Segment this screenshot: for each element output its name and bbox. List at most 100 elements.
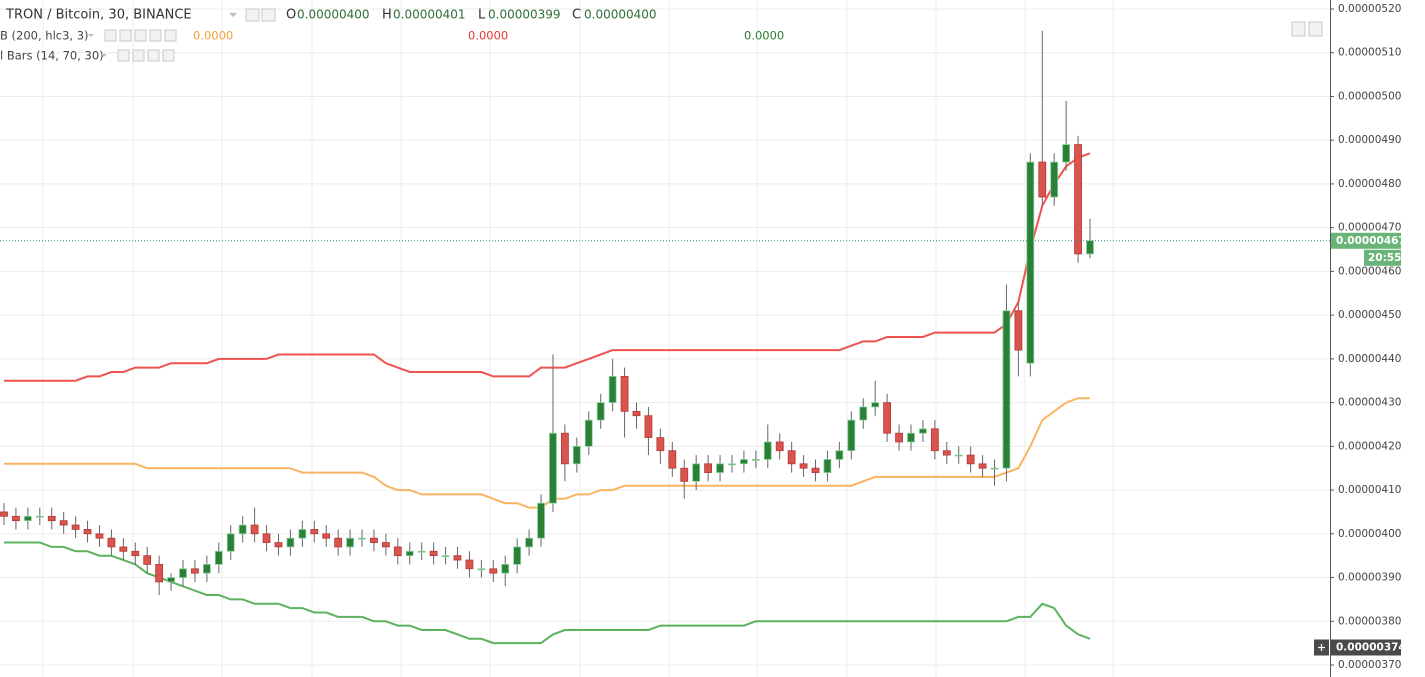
candle-body <box>859 406 868 421</box>
symbol-title: TRON / Bitcoin, 30, BINANCE <box>5 8 192 23</box>
candle-body <box>238 524 247 535</box>
indicator-value: 0.0000 <box>744 29 784 43</box>
header: TRON / Bitcoin, 30, BINANCE O 0.00000400… <box>0 8 1323 63</box>
y-tick-label: 0.00000450 <box>1338 309 1401 321</box>
indicator-icon[interactable] <box>104 29 117 42</box>
y-tick-label: 0.00000480 <box>1338 178 1401 190</box>
candle-body <box>978 463 987 469</box>
candle-body <box>226 533 235 552</box>
candle-body <box>83 529 92 535</box>
dropdown-icon[interactable] <box>101 54 107 57</box>
candle-body <box>608 375 617 403</box>
last-price-box <box>1331 232 1401 249</box>
candle-body <box>596 402 605 421</box>
dropdown-icon[interactable] <box>88 34 94 37</box>
y-tick-label: 0.00000380 <box>1338 615 1401 627</box>
indicator-icon[interactable] <box>162 49 175 62</box>
ohlc-label: O <box>286 8 296 23</box>
candle-body <box>835 450 844 460</box>
candle-body <box>668 450 677 469</box>
candle-body <box>823 459 832 473</box>
candle-body <box>1026 161 1035 364</box>
candle-body <box>489 568 498 574</box>
y-tick-label: 0.00000460 <box>1338 265 1401 277</box>
candle-body <box>799 463 808 469</box>
candle-body <box>525 537 533 548</box>
y-tick-label: 0.00000510 <box>1338 47 1401 59</box>
candle-body <box>298 529 307 539</box>
ohlc-value: 0.00000400 <box>584 8 657 22</box>
candle-body <box>907 432 915 443</box>
indicator-value: 0.0000 <box>193 29 233 43</box>
band-line <box>4 541 1091 645</box>
settings-icon[interactable] <box>245 8 260 22</box>
candle-body <box>155 564 164 583</box>
indicator-icon[interactable] <box>134 29 147 42</box>
candle-body <box>35 515 44 518</box>
candle-body <box>930 428 939 452</box>
candle-body <box>1050 161 1059 198</box>
candle-body <box>537 502 545 539</box>
candle-body <box>465 559 474 570</box>
scroll-icon[interactable] <box>1291 21 1306 37</box>
candle-body <box>286 537 295 548</box>
candle-body <box>656 437 665 452</box>
indicator-icon[interactable] <box>117 49 130 62</box>
candle-body <box>191 568 199 574</box>
candle-body <box>346 537 354 548</box>
candle-body <box>644 415 653 438</box>
indicator-label: l Bars (14, 70, 30) <box>0 49 104 63</box>
candle-body <box>250 524 259 535</box>
indicator-icon[interactable] <box>147 49 160 62</box>
candle-body <box>0 511 8 517</box>
candle-body <box>381 542 390 548</box>
candle-body <box>549 432 557 504</box>
candle-body <box>990 467 999 470</box>
candle-body <box>405 550 414 557</box>
time-grid <box>0 0 1330 677</box>
candle-body <box>441 555 450 558</box>
candle-body <box>1038 161 1047 198</box>
scroll-icon[interactable] <box>1308 21 1323 37</box>
y-tick-label: 0.00000410 <box>1338 484 1401 496</box>
candle-body <box>477 568 486 571</box>
y-tick-label: 0.00000490 <box>1338 134 1401 146</box>
candle-body <box>1062 144 1071 163</box>
candle-body <box>393 546 402 557</box>
candle-body <box>143 555 152 565</box>
candle-body <box>513 546 522 565</box>
candle-body <box>417 550 426 553</box>
y-tick-label: 0.00000500 <box>1338 90 1401 102</box>
candle-body <box>1074 144 1082 255</box>
candle-body <box>942 450 951 456</box>
candle-body <box>704 463 713 473</box>
candle-body <box>966 454 975 465</box>
format-icon[interactable] <box>261 8 276 22</box>
candle-body <box>167 577 175 583</box>
indicator-icon[interactable] <box>132 49 145 62</box>
indicator-label: B (200, hlc3, 3) <box>0 29 89 43</box>
candle-body <box>47 515 56 522</box>
indicator-icon[interactable] <box>149 29 162 42</box>
candle-body <box>811 467 820 473</box>
candle-body <box>59 520 68 526</box>
candle-body <box>310 529 319 535</box>
candle-body <box>202 564 211 574</box>
indicator-icon[interactable] <box>164 29 177 42</box>
candle-body <box>620 375 629 412</box>
candle-body <box>680 467 689 482</box>
countdown-box <box>1364 249 1401 266</box>
candle-body <box>883 402 892 434</box>
crosshair-box <box>1331 639 1401 656</box>
candle-body <box>262 533 271 543</box>
dropdown-icon[interactable] <box>229 13 237 17</box>
candle-body <box>740 459 748 465</box>
candle-body <box>584 419 593 447</box>
candle-body <box>95 533 104 539</box>
indicator-icon[interactable] <box>119 29 132 42</box>
candle-body <box>1002 310 1011 469</box>
ohlc-value: 0.00000399 <box>488 8 561 22</box>
y-tick-label: 0.00000440 <box>1338 353 1401 365</box>
y-tick-label: 0.00000420 <box>1338 440 1401 452</box>
